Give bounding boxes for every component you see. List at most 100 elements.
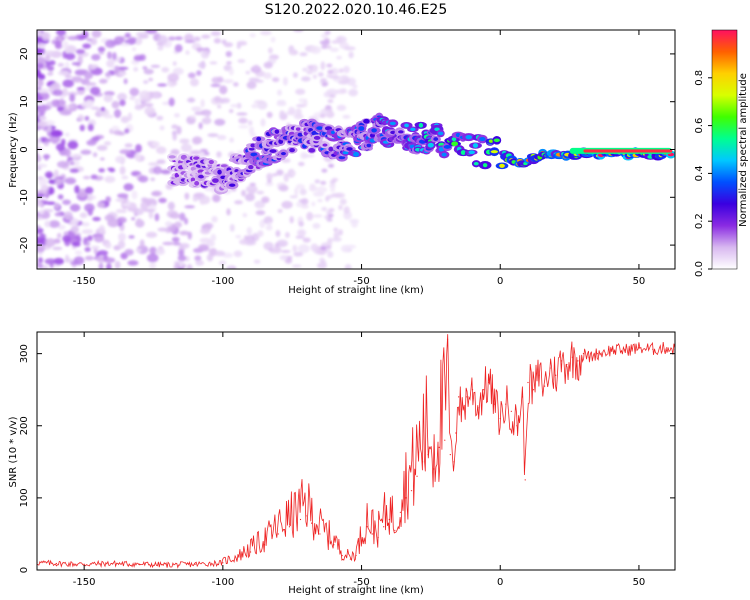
noise-blob: [190, 115, 196, 119]
noise-blob: [98, 51, 105, 55]
ridge-blob: [316, 126, 323, 130]
noise-blob: [325, 44, 332, 49]
ridge-blob: [174, 172, 180, 178]
noise-blob: [171, 213, 180, 219]
noise-blob: [327, 69, 334, 74]
noise-blob: [324, 30, 331, 35]
ridge-blob: [490, 150, 498, 154]
colorbar-tick-label: 0.4: [694, 165, 705, 181]
noise-blob: [184, 217, 189, 225]
noise-blob: [124, 248, 134, 256]
ridge-blob: [295, 127, 301, 131]
noise-blob: [226, 61, 232, 65]
snr-data-point: [516, 425, 518, 427]
noise-blob: [192, 136, 203, 145]
ridge-blob: [342, 151, 349, 155]
noise-blob: [229, 104, 241, 108]
noise-blob: [50, 129, 62, 138]
noise-blob: [180, 143, 193, 153]
noise-blob: [44, 238, 56, 247]
noise-blob: [139, 239, 145, 249]
noise-blob: [298, 229, 306, 237]
noise-blob: [157, 227, 168, 232]
noise-blob: [117, 92, 127, 102]
spectrogram-noise: [37, 30, 360, 269]
noise-blob: [276, 169, 284, 176]
noise-blob: [64, 177, 77, 185]
noise-blob: [326, 217, 333, 222]
spectrogram-ytick-label: -20: [19, 237, 30, 253]
spectrogram-x-axis-label: Height of straight line (km): [288, 285, 424, 296]
noise-blob: [155, 247, 166, 256]
noise-blob: [288, 49, 299, 56]
ridge-blob: [451, 137, 457, 142]
ridge-blob: [488, 139, 494, 143]
snr-data-point: [566, 363, 568, 366]
noise-blob: [131, 47, 137, 52]
noise-blob: [344, 264, 352, 269]
noise-blob: [247, 120, 253, 126]
noise-blob: [291, 264, 302, 268]
noise-blob: [229, 223, 235, 232]
noise-blob: [245, 185, 258, 193]
noise-blob: [249, 33, 256, 38]
noise-blob: [223, 79, 234, 84]
noise-blob: [237, 59, 246, 63]
snr-data-point: [560, 360, 562, 362]
noise-blob: [320, 78, 327, 83]
noise-blob: [103, 114, 114, 119]
noise-blob: [220, 97, 231, 104]
noise-blob: [76, 87, 86, 91]
noise-blob: [46, 65, 55, 71]
noise-blob: [157, 83, 168, 87]
noise-blob: [295, 88, 306, 95]
noise-blob: [71, 76, 83, 83]
tail-band-core: [583, 149, 673, 153]
noise-blob: [292, 72, 298, 78]
noise-blob: [327, 213, 334, 218]
noise-blob: [56, 160, 69, 169]
noise-blob: [301, 76, 311, 82]
snr-ytick-label: 200: [19, 416, 30, 435]
noise-blob: [293, 251, 304, 257]
noise-blob: [201, 117, 212, 125]
snr-data-point: [222, 562, 224, 564]
noise-blob: [69, 93, 76, 103]
noise-blob: [348, 88, 359, 97]
noise-blob: [151, 141, 160, 148]
noise-blob: [322, 82, 329, 87]
noise-blob: [106, 263, 112, 269]
noise-blob: [236, 112, 248, 116]
snr-data-point: [249, 551, 252, 553]
noise-blob: [48, 85, 55, 93]
noise-blob: [289, 195, 298, 199]
noise-blob: [326, 194, 333, 199]
noise-blob: [321, 206, 328, 211]
spectrogram-ytick-label: 0: [19, 146, 30, 152]
noise-blob: [333, 227, 339, 233]
noise-blob: [41, 31, 51, 41]
noise-blob: [253, 64, 260, 71]
noise-blob: [246, 226, 253, 236]
noise-blob: [99, 78, 108, 84]
noise-blob: [37, 73, 46, 81]
noise-blob: [319, 113, 326, 118]
snr-data-point: [460, 410, 463, 412]
spectrogram-xtick-label: -50: [353, 276, 369, 287]
noise-blob: [55, 30, 67, 36]
snr-data-point: [527, 381, 529, 384]
noise-blob: [144, 106, 156, 116]
noise-blob: [210, 31, 221, 37]
noise-blob: [73, 256, 85, 266]
noise-blob: [328, 163, 335, 168]
noise-blob: [53, 257, 65, 265]
noise-blob: [54, 176, 65, 180]
noise-blob: [178, 249, 185, 257]
noise-blob: [187, 72, 196, 79]
noise-blob: [112, 52, 117, 61]
noise-blob: [254, 79, 264, 83]
noise-blob: [198, 61, 206, 69]
noise-blob: [38, 115, 47, 121]
ridge-blob: [410, 127, 416, 132]
snr-data-point: [341, 554, 343, 557]
